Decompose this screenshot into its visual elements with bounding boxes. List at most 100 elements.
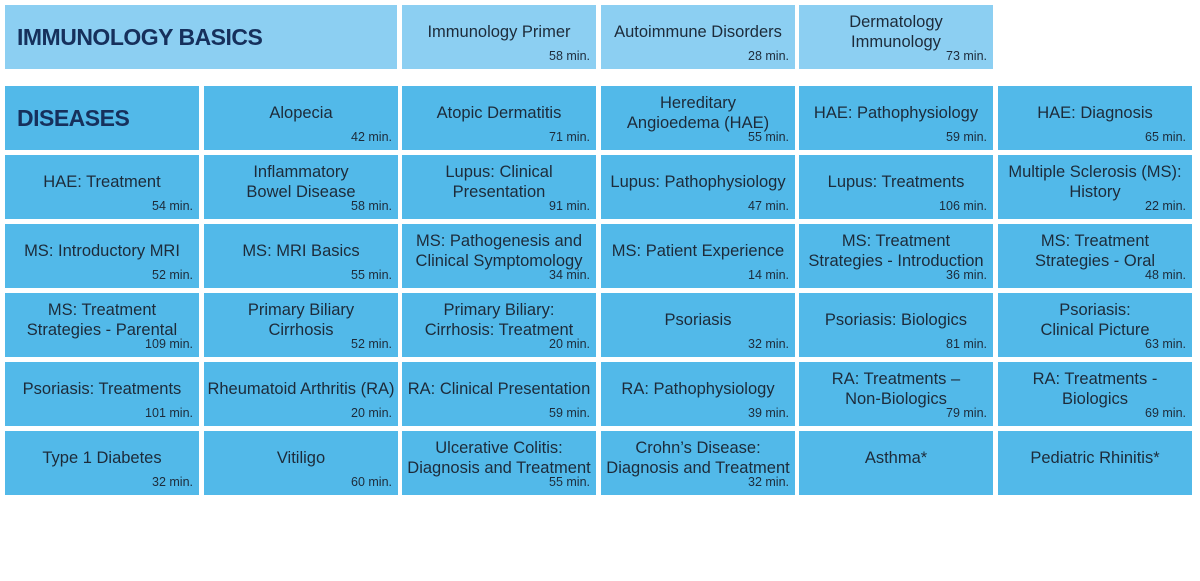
course-tile[interactable]: MS: MRI Basics 55 min. <box>204 224 398 288</box>
course-tile[interactable]: Asthma* <box>799 431 993 495</box>
course-tile[interactable]: MS: Treatment Strategies - Parental 109 m… <box>5 293 199 357</box>
course-title: HAE: Diagnosis <box>1037 104 1153 122</box>
course-tile[interactable]: HAE: Treatment 54 min. <box>5 155 199 219</box>
course-duration: 101 min. <box>145 406 193 420</box>
course-tile[interactable]: Primary Biliary Cirrhosis 52 min. <box>204 293 398 357</box>
course-duration: 81 min. <box>946 337 987 351</box>
course-tile[interactable]: Psoriasis: Treatments 101 min. <box>5 362 199 426</box>
course-duration: 20 min. <box>351 406 392 420</box>
course-tile[interactable]: MS: Pathogenesis and Clinical Symptomolo… <box>402 224 596 288</box>
course-title: Lupus: Pathophysiology <box>610 173 786 191</box>
course-duration: 55 min. <box>549 475 590 489</box>
course-title: Autoimmune Disorders <box>614 23 782 41</box>
course-duration: 32 min. <box>748 337 789 351</box>
course-title: Primary Biliary Cirrhosis <box>247 301 355 339</box>
course-tile[interactable]: Dermatology Immunology 73 min. <box>799 5 993 69</box>
course-title: Pediatric Rhinitis* <box>1030 449 1160 467</box>
course-title: RA: Clinical Presentation <box>407 380 591 398</box>
course-title: Immunology Primer <box>427 23 571 41</box>
course-duration: 48 min. <box>1145 268 1186 282</box>
course-title: Ulcerative Colitis: Diagnosis and Treatm… <box>407 439 591 477</box>
section-title-tile: DISEASES <box>5 86 199 150</box>
course-tile[interactable]: Lupus: Pathophysiology 47 min. <box>601 155 795 219</box>
course-title: HAE: Pathophysiology <box>813 104 979 122</box>
course-title: Asthma* <box>864 449 928 467</box>
course-title: Psoriasis <box>664 311 732 329</box>
course-tile[interactable]: MS: Treatment Strategies - Oral 48 min. <box>998 224 1192 288</box>
course-title: Atopic Dermatitis <box>436 104 562 122</box>
course-title: MS: MRI Basics <box>242 242 360 260</box>
course-title: Hereditary Angioedema (HAE) <box>626 94 770 132</box>
course-tile[interactable]: Autoimmune Disorders 28 min. <box>601 5 795 69</box>
course-tile[interactable]: HAE: Pathophysiology 59 min. <box>799 86 993 150</box>
course-duration: 55 min. <box>748 130 789 144</box>
course-tile[interactable]: Immunology Primer 58 min. <box>402 5 596 69</box>
course-tile[interactable]: Vitiligo 60 min. <box>204 431 398 495</box>
course-duration: 106 min. <box>939 199 987 213</box>
course-duration: 69 min. <box>1145 406 1186 420</box>
course-tile[interactable]: Psoriasis 32 min. <box>601 293 795 357</box>
course-tile[interactable]: Pediatric Rhinitis* <box>998 431 1192 495</box>
course-tile[interactable]: Lupus: Clinical Presentation 91 min. <box>402 155 596 219</box>
course-duration: 60 min. <box>351 475 392 489</box>
course-tile[interactable]: RA: Treatments – Non-Biologics 79 min. <box>799 362 993 426</box>
section-title-tile: IMMUNOLOGY BASICS <box>5 5 397 69</box>
course-title: Lupus: Clinical Presentation <box>445 163 553 201</box>
course-duration: 14 min. <box>748 268 789 282</box>
course-duration: 59 min. <box>549 406 590 420</box>
course-duration: 58 min. <box>549 49 590 63</box>
course-duration: 54 min. <box>152 199 193 213</box>
course-title: MS: Introductory MRI <box>24 242 180 260</box>
course-tile[interactable]: Psoriasis: Biologics 81 min. <box>799 293 993 357</box>
course-duration: 39 min. <box>748 406 789 420</box>
course-tile[interactable]: MS: Patient Experience 14 min. <box>601 224 795 288</box>
course-tile[interactable]: RA: Pathophysiology 39 min. <box>601 362 795 426</box>
course-title: Multiple Sclerosis (MS): History <box>1008 163 1182 201</box>
course-tile[interactable]: Alopecia 42 min. <box>204 86 398 150</box>
course-duration: 36 min. <box>946 268 987 282</box>
course-duration: 79 min. <box>946 406 987 420</box>
course-title: Crohn’s Disease: Diagnosis and Treatment <box>606 439 790 477</box>
course-tile[interactable]: MS: Treatment Strategies - Introduction 3… <box>799 224 993 288</box>
course-duration: 32 min. <box>152 475 193 489</box>
course-duration: 58 min. <box>351 199 392 213</box>
course-tile[interactable]: MS: Introductory MRI 52 min. <box>5 224 199 288</box>
course-title: MS: Treatment Strategies - Introduction <box>808 232 984 270</box>
course-duration: 47 min. <box>748 199 789 213</box>
course-tile[interactable]: Crohn’s Disease: Diagnosis and Treatment… <box>601 431 795 495</box>
section-title: IMMUNOLOGY BASICS <box>17 24 263 50</box>
course-title: Psoriasis: Clinical Picture <box>1040 301 1150 339</box>
course-tile[interactable]: Psoriasis: Clinical Picture 63 min. <box>998 293 1192 357</box>
course-duration: 91 min. <box>549 199 590 213</box>
course-title: MS: Patient Experience <box>611 242 785 260</box>
course-duration: 52 min. <box>351 337 392 351</box>
course-tile[interactable]: Hereditary Angioedema (HAE) 55 min. <box>601 86 795 150</box>
course-tile[interactable]: RA: Clinical Presentation 59 min. <box>402 362 596 426</box>
course-tile[interactable]: RA: Treatments - Biologics 69 min. <box>998 362 1192 426</box>
course-duration: 32 min. <box>748 475 789 489</box>
course-duration: 42 min. <box>351 130 392 144</box>
course-title: Rheumatoid Arthritis (RA) <box>207 380 395 398</box>
course-duration: 109 min. <box>145 337 193 351</box>
course-duration: 34 min. <box>549 268 590 282</box>
course-title: Primary Biliary: Cirrhosis: Treatment <box>424 301 574 339</box>
course-duration: 73 min. <box>946 49 987 63</box>
course-tile[interactable]: Atopic Dermatitis 71 min. <box>402 86 596 150</box>
course-tile[interactable]: HAE: Diagnosis 65 min. <box>998 86 1192 150</box>
section-title: DISEASES <box>17 105 130 131</box>
course-tile[interactable]: Rheumatoid Arthritis (RA) 20 min. <box>204 362 398 426</box>
course-title: Vitiligo <box>276 449 326 467</box>
course-tile[interactable]: Inflammatory Bowel Disease 58 min. <box>204 155 398 219</box>
course-tile[interactable]: Primary Biliary: Cirrhosis: Treatment 20 … <box>402 293 596 357</box>
course-title: Psoriasis: Biologics <box>824 311 968 329</box>
course-title: MS: Treatment Strategies - Oral <box>1034 232 1156 270</box>
course-title: Inflammatory Bowel Disease <box>246 163 356 201</box>
course-duration: 55 min. <box>351 268 392 282</box>
course-tile[interactable]: Multiple Sclerosis (MS): History 22 min. <box>998 155 1192 219</box>
course-tile[interactable]: Type 1 Diabetes 32 min. <box>5 431 199 495</box>
course-title: RA: Treatments - Biologics <box>1032 370 1158 408</box>
course-tile[interactable]: Ulcerative Colitis: Diagnosis and Treatm… <box>402 431 596 495</box>
course-duration: 59 min. <box>946 130 987 144</box>
course-tile[interactable]: Lupus: Treatments 106 min. <box>799 155 993 219</box>
